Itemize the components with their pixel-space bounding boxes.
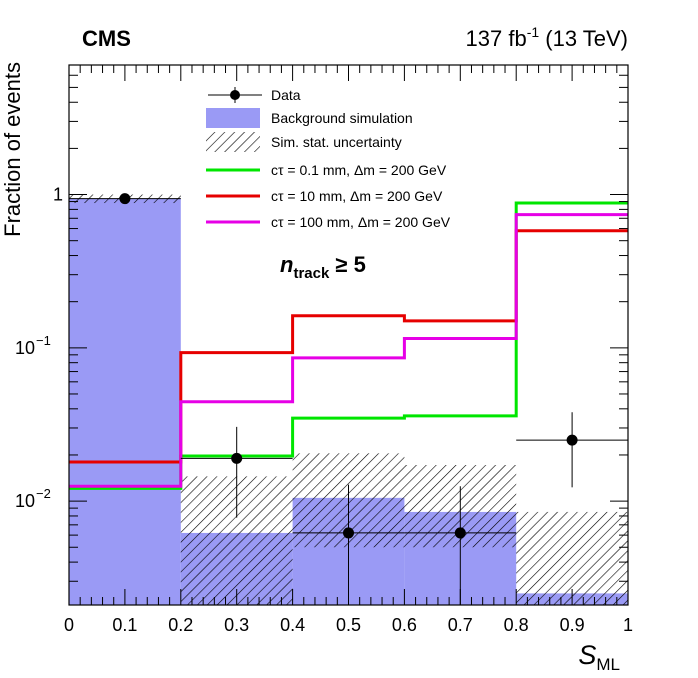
x-tick-label-4: 0.4 [280, 615, 305, 635]
legend-background-label: Background simulation [271, 110, 413, 126]
data-point-3 [454, 527, 466, 539]
plot-area [69, 193, 628, 605]
y-tick-label-1: 10 [15, 338, 35, 358]
background-bar-0 [69, 198, 181, 605]
annotation-sub: track [293, 265, 330, 282]
legend-entry-background: Background simulation [206, 108, 413, 128]
legend-data-label: Data [271, 87, 301, 103]
lumi-value: 137 fb [466, 26, 527, 51]
x-tick-label-6: 0.6 [392, 615, 417, 635]
x-tick-label-0: 0 [64, 615, 74, 635]
x-tick-label-10: 1 [623, 615, 633, 635]
y-tick-label-0: 1 [53, 185, 63, 205]
x-tick-label-5: 0.5 [336, 615, 361, 635]
x-axis-title-sub: ML [596, 655, 620, 673]
lumi-label: 137 fb-1 (13 TeV) [466, 24, 628, 51]
x-tick-label-2: 0.2 [168, 615, 193, 635]
ntrack-annotation: ntrack ≥ 5 [280, 252, 366, 282]
x-tick-label-3: 0.3 [224, 615, 249, 635]
legend-signal-0p1mm-label: cτ = 0.1 mm, Δm = 200 GeV [271, 162, 447, 178]
x-axis-title-main: S [578, 640, 596, 670]
legend-background-swatch [206, 108, 260, 128]
experiment-label: CMS [82, 26, 131, 51]
legend-uncertainty-label: Sim. stat. uncertainty [271, 134, 402, 150]
y-axis-title: Fraction of events [0, 62, 25, 237]
x-tick-label-9: 0.9 [560, 615, 585, 635]
x-tick-label-1: 0.1 [112, 615, 137, 635]
x-tick-label-8: 0.8 [504, 615, 529, 635]
legend-signal-100mm-label: cτ = 100 mm, Δm = 200 GeV [271, 214, 451, 230]
legend-uncertainty-swatch [206, 132, 260, 152]
energy-label: (13 TeV) [539, 26, 628, 51]
legend: Data Background simulation Sim. stat. un… [206, 87, 451, 230]
legend-data-marker [230, 90, 240, 100]
data-point-0 [119, 193, 131, 205]
data-point-1 [231, 452, 243, 464]
legend-entry-signal-10mm: cτ = 10 mm, Δm = 200 GeV [206, 188, 443, 204]
annotation-main: n [280, 252, 293, 277]
lumi-exponent: -1 [527, 24, 540, 40]
annotation-rest: ≥ 5 [329, 252, 366, 277]
data-point-2 [343, 527, 354, 539]
x-tick-label-7: 0.7 [448, 615, 473, 635]
legend-signal-10mm-label: cτ = 10 mm, Δm = 200 GeV [271, 188, 443, 204]
legend-entry-signal-0p1mm: cτ = 0.1 mm, Δm = 200 GeV [206, 162, 447, 178]
y-tick-exponent-2: −2 [36, 486, 51, 501]
legend-entry-signal-100mm: cτ = 100 mm, Δm = 200 GeV [206, 214, 451, 230]
y-tick-exponent-1: −1 [36, 333, 51, 348]
data-point-4 [566, 434, 578, 446]
legend-entry-uncertainty: Sim. stat. uncertainty [206, 132, 402, 152]
legend-entry-data: Data [208, 87, 301, 103]
signal-line-2 [69, 213, 628, 488]
x-axis-title: SML [578, 640, 620, 673]
y-tick-label-2: 10 [15, 491, 35, 511]
